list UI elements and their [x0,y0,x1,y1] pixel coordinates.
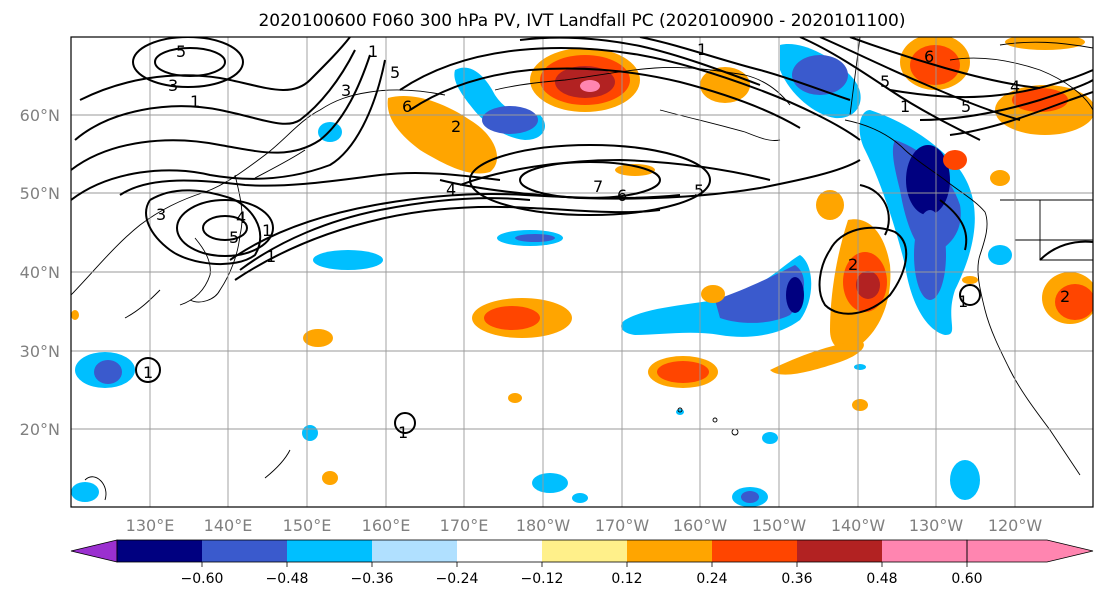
contour-label: 5 [390,63,400,82]
colorbar-bin [202,540,287,562]
contour-label: 4 [236,208,246,227]
contour-label: 7 [593,177,603,196]
longitude-labels: 130°E 140°E 150°E 160°E 170°E 180°W 170°… [126,516,1043,535]
lon-label: 180°W [516,516,571,535]
colorbar-bin [117,540,202,562]
contour-label: 4 [446,180,456,199]
figure-title: 2020100600 F060 300 hPa PV, IVT Landfall… [258,11,905,31]
lon-label: 140°W [831,516,886,535]
contour-label: 3 [156,205,166,224]
contour-label: 1 [958,292,968,311]
colorbar-bin [797,540,882,562]
lon-label: 160°W [673,516,728,535]
colorbar-tick: −0.60 [181,571,224,587]
colorbar-extend-min [70,539,118,563]
lon-label: 140°E [204,516,253,535]
contour-label: 5 [961,97,971,116]
colorbar-bin [882,540,967,562]
lon-label: 170°W [595,516,650,535]
contour-label: 1 [900,97,910,116]
lon-label: 130°E [126,516,175,535]
colorbar-tick: 0.60 [951,571,982,587]
contour-label: 1 [262,221,272,240]
map-border [70,36,1094,508]
colorbar-extend-max [966,539,1094,563]
colorbar-tick: 0.48 [866,571,897,587]
contour-label: 5 [176,42,186,61]
contour-label: 2 [848,255,858,274]
latitude-labels: 60°N 50°N 40°N 30°N 20°N [20,106,60,439]
lon-label: 160°E [362,516,411,535]
contour-label: 1 [398,423,408,442]
colorbar-bin [712,540,797,562]
contour-label: 3 [168,76,178,95]
map-panel: 5 3 1 1 3 5 6 2 4 7 6 5 1 4 5 1 2 1 1 5 [70,36,1094,508]
colorbar-tick: −0.24 [436,571,479,587]
contour-label: 6 [402,97,412,116]
lon-label: 120°W [988,516,1043,535]
lon-label: 170°E [440,516,489,535]
lat-label: 50°N [20,184,60,203]
gridlines [71,37,1093,507]
colorbar-tick: −0.48 [266,571,309,587]
lon-label: 150°E [283,516,332,535]
contour-label: 1 [697,40,707,59]
colorbar-bin [542,540,627,562]
colorbar-bin [627,540,712,562]
contour-label: 6 [924,47,934,66]
contour-label: 4 [1010,77,1020,96]
colorbar-tick: 0.12 [611,571,642,587]
colorbar-bin [287,540,372,562]
contour-label: 2 [1060,287,1070,306]
colorbar-tick: −0.12 [521,571,564,587]
pv-contours [71,37,1093,434]
colorbar: −0.60 −0.48 −0.36 −0.24 −0.12 0.12 0.24 … [70,539,1094,587]
lon-label: 130°W [909,516,964,535]
contour-label: 3 [341,81,351,100]
contour-label: 2 [451,117,461,136]
colorbar-bin [372,540,457,562]
contour-label: 1 [368,42,378,61]
contour-label: 5 [880,72,890,91]
contour-label: 1 [190,92,200,111]
lon-label: 150°W [752,516,807,535]
contour-label: 5 [694,181,704,200]
colorbar-tick: −0.36 [351,571,394,587]
lat-label: 30°N [20,342,60,361]
contour-label: 6 [617,186,627,205]
contour-labels: 5 3 1 1 3 5 6 2 4 7 6 5 1 4 5 1 2 1 1 5 [143,40,1070,442]
colorbar-tick: 0.36 [781,571,812,587]
lat-label: 60°N [20,106,60,125]
contour-label: 1 [143,363,153,382]
colorbar-bin [457,540,542,562]
lat-label: 40°N [20,263,60,282]
colorbar-tick: 0.24 [696,571,727,587]
lat-label: 20°N [20,420,60,439]
contour-label: 1 [266,247,276,266]
contour-label: 5 [229,228,239,247]
